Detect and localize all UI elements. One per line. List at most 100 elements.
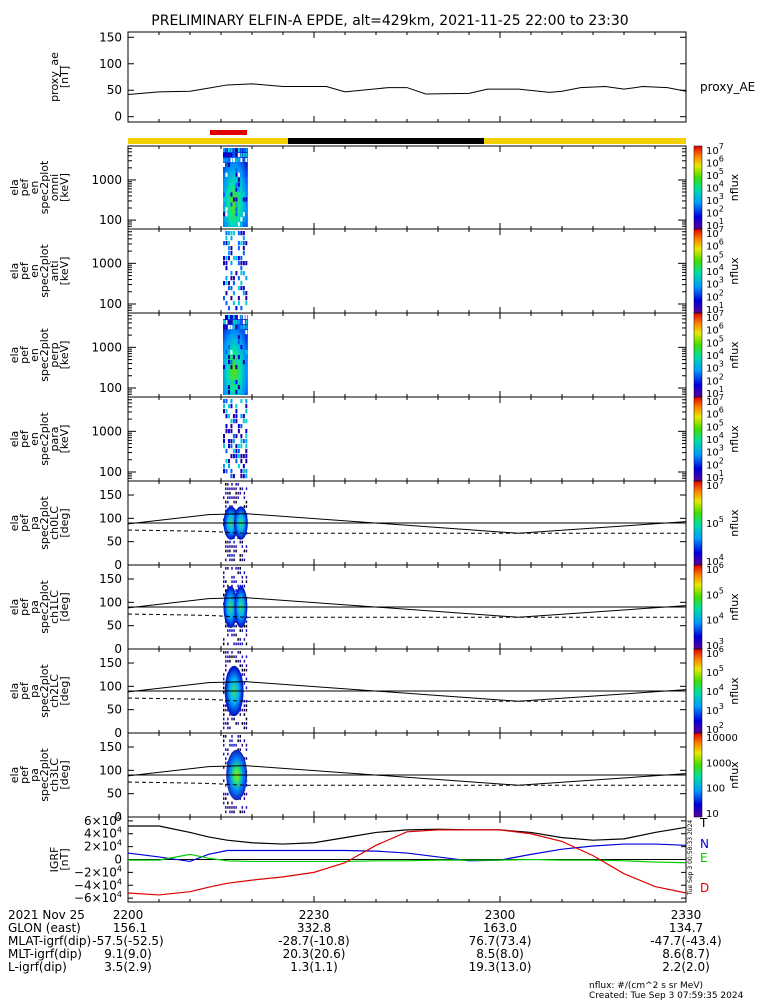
spectrogram-cell [230,157,233,163]
pa-spec-cell [227,487,229,491]
pa-spec-cell [229,629,231,632]
pa-spec-cell [225,580,227,583]
pa-spec-cell [239,810,241,814]
spectrogram-cell [242,286,245,291]
spectrogram-cell [237,231,240,236]
spectrogram-cell [235,197,238,202]
ytick-label: 100 [99,763,122,777]
panel-spec_perp: elapefenspec2plotperp[keV] 10001001071061… [8,309,741,400]
pa-spec-cell [237,496,239,499]
pa-spec-cell [245,549,248,553]
pa-spec-cell [233,500,235,504]
spectrogram-cell [225,157,228,163]
pa-spec-cell [229,743,231,747]
spectrogram-cell [240,261,243,266]
pa-spec-cell [223,584,225,588]
spectrogram-cell [225,409,228,414]
spectrogram-cell [232,325,235,330]
row-l-2: 19.3(13.0) [469,960,532,974]
spectrogram-cell [240,286,243,291]
spectrogram-cell [227,246,230,251]
spectrogram-cell [230,444,233,449]
pa-spec-cell [243,810,246,814]
spectrogram-cell [227,360,230,365]
xaxis-annotation: 2021 Nov 25 2200 2230 2300 2330 GLON (ea… [8,908,722,974]
pa-spec-cell [241,664,244,667]
spectrogram-cell [225,350,228,355]
spectrogram-cell [242,192,245,197]
spectrogram-cell [227,306,230,311]
pa-spec-cell [233,717,235,721]
ytick-label: 1000 [91,173,122,187]
pa-spec-cell [243,659,246,663]
spectrogram-cell [237,404,240,409]
colorbar-tick: 10 [706,809,719,820]
pa-spec-cell [241,708,244,712]
spectrogram-cell [227,266,230,271]
pa-spec-cell [231,545,233,548]
pa-spec-cell [229,726,231,730]
pa-spec-cell [231,806,233,809]
pa-spec-cell [239,642,241,646]
pa-spec-cell [233,558,235,562]
pa-spec-cell [233,554,235,557]
ytick-label: 50 [107,703,122,717]
spectrogram-cell [242,157,245,163]
pa-spec-cell [227,584,229,588]
spectrogram-cell [230,469,233,474]
pa-spec-cell [227,496,229,499]
pa-spec-cell [229,739,231,743]
spectrogram-cell [230,404,233,409]
ytick-label: 0 [114,110,122,124]
pa-spec-cell [243,668,246,672]
spectrogram-cell [245,434,248,439]
pa-spec-cell [245,575,248,579]
spectrogram-cell [223,404,225,409]
pa-spec-cell [225,651,227,654]
spectrogram-cell [242,231,245,236]
spectrogram-cell [237,444,240,449]
spectrogram-cell [230,271,233,276]
pa-spec-cell [241,540,244,544]
pa-spec-cell [241,584,244,588]
pa-spec-cell [227,651,229,654]
spectrogram-cell [225,236,228,241]
spectrogram-cell [227,439,230,444]
pa-spec-cell [243,584,246,588]
pa-spec-cell [245,633,248,637]
pa-spec-cell [227,633,229,637]
pa-spec-cell [223,722,225,725]
spectrogram-cell [245,429,248,434]
state-bar-eclipse [288,138,484,144]
panel-frame [127,312,687,398]
spectrogram-cell [230,192,233,197]
spectrogram-cell [223,320,225,325]
spectrogram-cell [237,335,240,340]
spectrogram-cell [225,281,228,286]
spectrogram-cell [242,469,245,474]
pa-spec-cell [225,540,227,544]
spectrogram-cell [227,345,230,350]
pa-spec-cell [223,677,225,681]
pa-spec-cell [241,575,244,579]
pa-spec-cell [223,766,225,769]
spectrogram-cell [232,355,235,360]
spectrogram-cell [225,291,228,296]
pa-spec-cell [227,483,229,486]
spectrogram-cell [232,449,235,454]
spectrogram-cell [237,301,240,306]
pa-spec-cell [225,761,227,765]
colorbar [693,228,703,314]
colorbar-label: nflux [728,425,741,453]
spectrogram-cell [242,454,245,459]
spectrogram-cell [245,390,248,395]
spectrogram-cell [240,325,243,330]
pa-spec-cell [225,491,227,495]
igrf-line-N [127,843,687,863]
spectrogram-cell [235,187,238,192]
spectrogram-cell [242,261,245,266]
spectrogram-cell [242,439,245,444]
spectrogram-cell [237,236,240,241]
anti-loss-cone-line [127,781,686,786]
spectrogram-cell [237,320,240,325]
